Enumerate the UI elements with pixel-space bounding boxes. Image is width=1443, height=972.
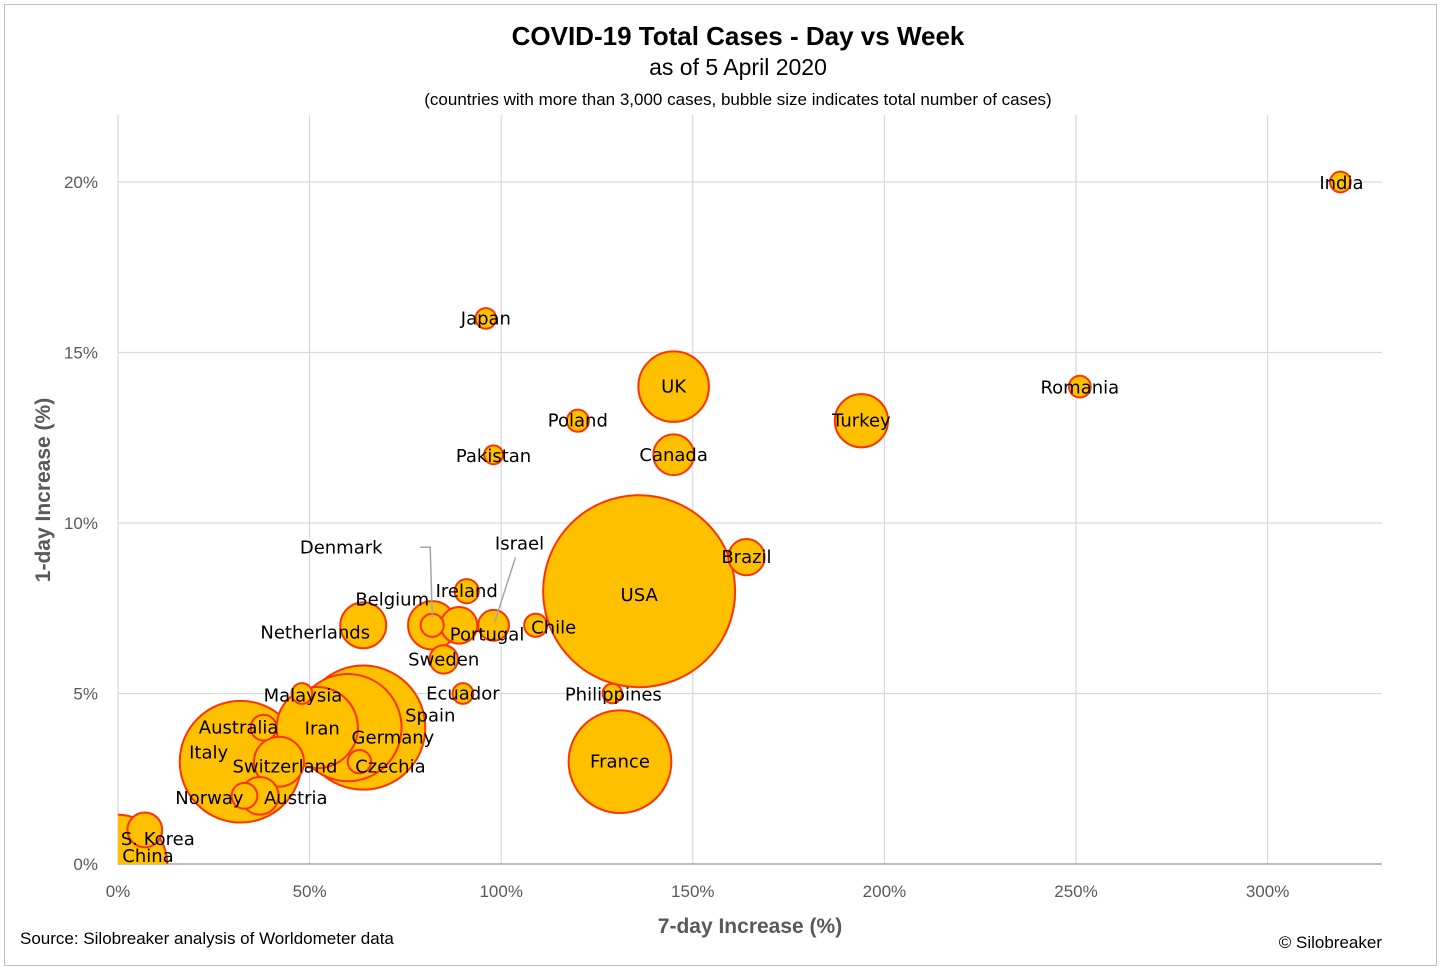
gridlines [118, 115, 1382, 864]
bubble-label: Turkey [831, 411, 891, 432]
y-axis-title: 1-day Increase (%) [32, 398, 55, 582]
bubble-label: Malaysia [264, 686, 343, 707]
bubble-label: Austria [264, 788, 328, 809]
leader-line-denmark [420, 546, 433, 618]
bubble-labels: USA Spain Italy Germany France China Iran UK Tur… [121, 173, 1364, 867]
bubble-label: Chile [531, 617, 576, 638]
copyright-note: © Silobreaker [1279, 933, 1383, 952]
bubble-label: Iran [305, 719, 340, 740]
bubbles [118, 170, 1352, 864]
y-tick-label: 5% [73, 685, 98, 704]
bubble-malaysia [290, 682, 314, 705]
chart-title: COVID-19 Total Cases - Day vs Week [512, 21, 965, 51]
bubble-turkey [833, 393, 890, 449]
leader-line-israel [493, 557, 517, 623]
bubble-france [567, 709, 673, 815]
bubble-chile [523, 612, 549, 638]
bubble-label: China [122, 846, 173, 867]
bubble-label: Denmark [300, 537, 383, 558]
bubble-label: Norway [175, 788, 244, 809]
bubble-label: Czechia [355, 757, 425, 778]
bubble-philippines [601, 682, 624, 705]
y-tick-label: 0% [73, 855, 98, 874]
bubble-label: France [590, 752, 650, 773]
bubble-label: Ireland [436, 581, 498, 602]
leader-lines [420, 546, 517, 623]
bubble-switzerland [252, 735, 305, 788]
bubble-label: India [1319, 173, 1363, 194]
x-tick-label: 0% [106, 882, 131, 901]
bubble-label: Israel [495, 533, 544, 554]
bubble-poland [565, 408, 590, 433]
bubble-label: Japan [460, 308, 511, 329]
y-tick-label: 15% [64, 344, 98, 363]
bubble-uk [637, 350, 710, 423]
bubble-label: Sweden [408, 649, 479, 670]
chart-frame [4, 4, 1437, 966]
x-tick-label: 150% [671, 882, 714, 901]
axes [117, 115, 1382, 865]
bubble-label: Ecuador [426, 684, 500, 705]
bubble-pakistan [483, 444, 504, 466]
bubble-ireland [453, 578, 480, 605]
x-axis-title: 7-day Increase (%) [658, 915, 842, 938]
bubble-japan [474, 307, 498, 330]
bubble-usa [542, 494, 737, 689]
bubble-canada [652, 433, 696, 477]
bubble-label: Belgium [355, 589, 429, 610]
bubble-label: Netherlands [260, 622, 370, 643]
bubble-czechia [346, 749, 373, 775]
bubble-label: USA [621, 585, 659, 606]
bubble-label: Pakistan [456, 446, 531, 467]
source-note: Source: Silobreaker analysis of Worldome… [20, 929, 394, 948]
bubble-brazil [727, 537, 766, 577]
bubble-sweden [428, 644, 459, 675]
bubble-norway [230, 781, 259, 810]
chart-note: (countries with more than 3,000 cases, b… [424, 90, 1051, 109]
bubble-label: Switzerland [232, 757, 337, 778]
bubble-label: Germany [352, 728, 435, 749]
bubble-australia [249, 713, 278, 742]
bubble-label: Italy [189, 743, 228, 764]
bubble-label: Portugal [450, 624, 525, 645]
bubble-label: UK [661, 377, 687, 398]
bubble-label: Spain [405, 706, 455, 727]
bubble-india [1329, 170, 1352, 194]
y-tick-label: 10% [64, 514, 98, 533]
tick-labels: 0% 5% 10% 15% 20% 0% 50% 100% 150% 200% 250% 300% [64, 173, 1289, 901]
bubble-label: Philippines [565, 685, 662, 706]
bubble-label: S. Korea [121, 829, 195, 850]
bubble-s-korea [126, 811, 164, 849]
x-tick-label: 200% [863, 882, 906, 901]
x-tick-label: 100% [479, 882, 522, 901]
bubble-label: Canada [639, 445, 708, 466]
x-tick-label: 300% [1246, 882, 1289, 901]
chart-subtitle: as of 5 April 2020 [649, 54, 827, 80]
bubble-label: Australia [199, 718, 279, 739]
x-tick-label: 250% [1054, 882, 1097, 901]
bubble-romania [1067, 374, 1092, 399]
bubble-ecuador [451, 682, 475, 705]
x-tick-label: 50% [293, 882, 327, 901]
bubble-label: Poland [548, 411, 608, 432]
bubble-netherlands [339, 601, 388, 650]
bubble-israel [477, 608, 510, 642]
bubble-label: Brazil [721, 547, 771, 568]
y-tick-label: 20% [64, 173, 98, 192]
bubble-label: Romania [1040, 378, 1119, 399]
